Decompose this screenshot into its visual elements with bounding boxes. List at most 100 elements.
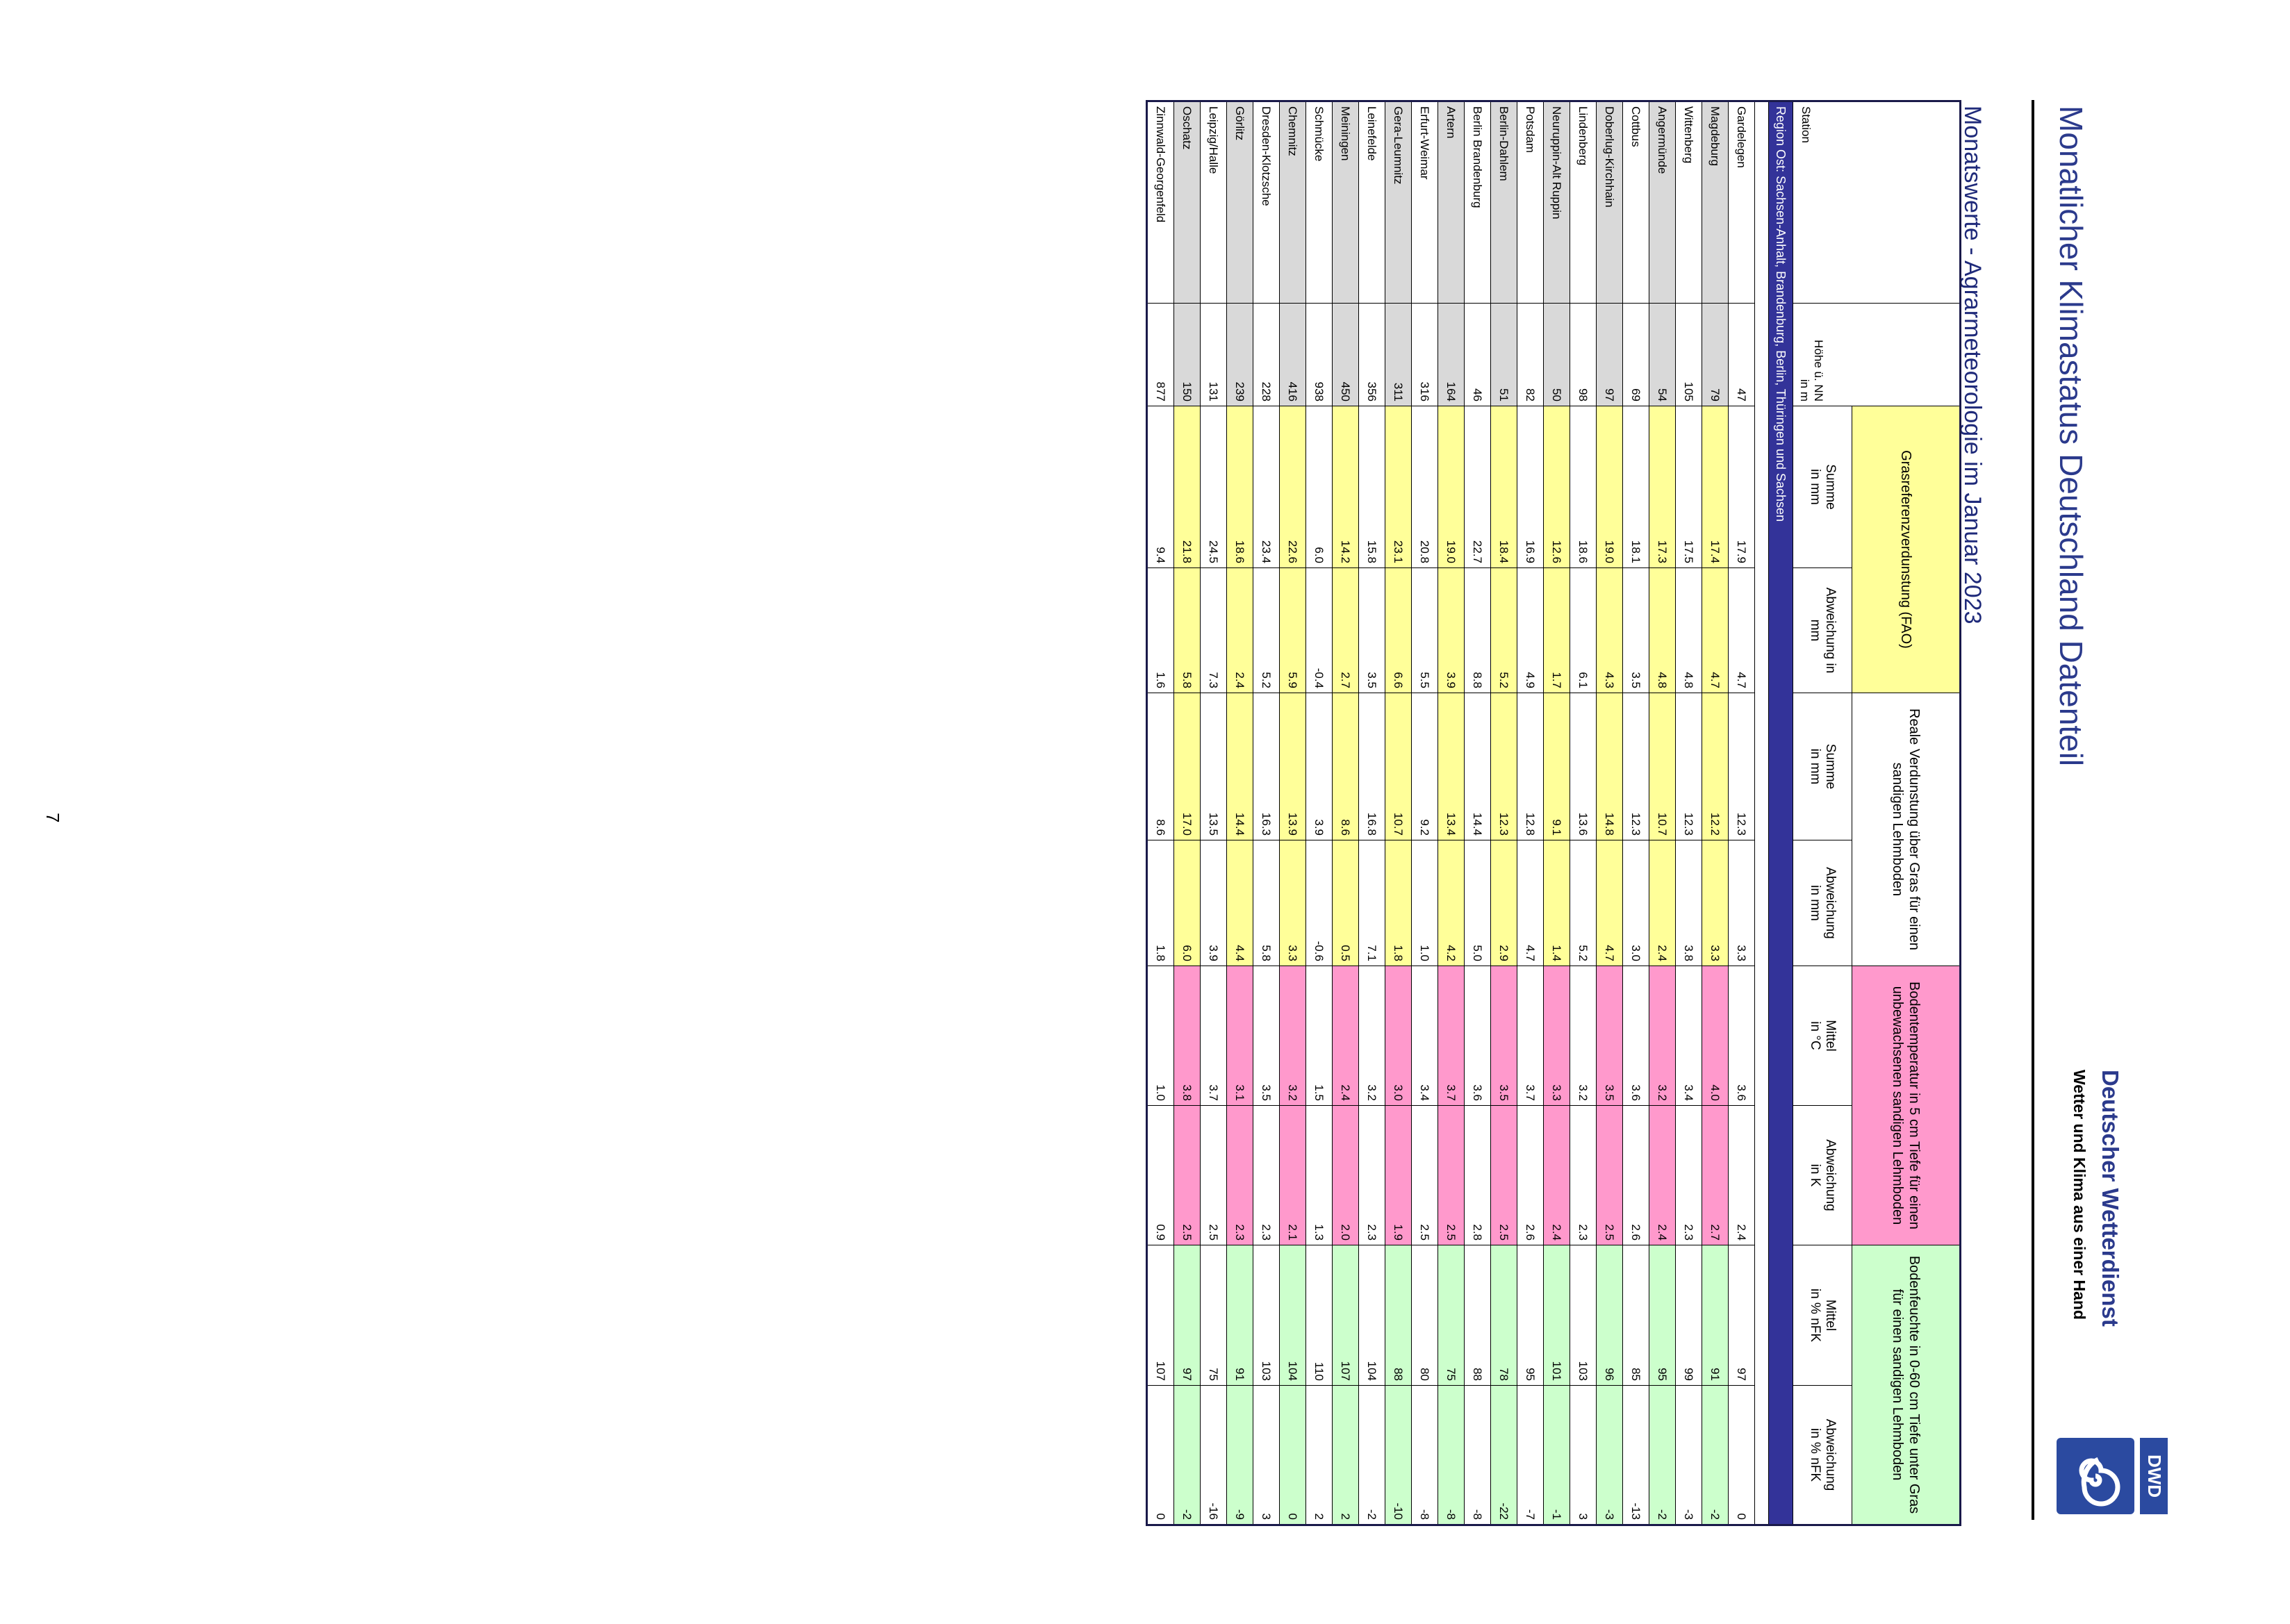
value-cell: 2.5 [1411, 1105, 1438, 1245]
value-cell: 16.8 [1358, 693, 1385, 840]
subheader: Mittel in % nFK [1793, 1245, 1852, 1386]
value-cell: 18.4 [1490, 406, 1517, 568]
subheader: Abweichung in mm [1793, 567, 1852, 693]
value-cell: 16.3 [1253, 693, 1280, 840]
station-name: Angermünde [1649, 101, 1676, 304]
value-cell: 3.8 [1173, 966, 1201, 1106]
value-cell: 75 [1200, 1245, 1227, 1386]
value-cell: 103 [1253, 1245, 1280, 1386]
value-cell: 51 [1490, 303, 1517, 406]
value-cell: 4.8 [1675, 567, 1702, 693]
value-cell: 3.3 [1543, 966, 1570, 1106]
value-cell: -2 [1173, 1385, 1201, 1525]
value-cell: 9.1 [1543, 693, 1570, 840]
value-cell: 3.5 [1622, 567, 1649, 693]
value-cell: 13.5 [1200, 693, 1227, 840]
subheader: Abweichung in mm [1793, 840, 1852, 966]
header-line: Mittel [1823, 1299, 1838, 1332]
station-header: Station [1793, 101, 1961, 304]
header-line: Abweichung [1823, 867, 1838, 939]
station-name: Doberlug-Kirchhain [1596, 101, 1623, 304]
value-cell: 8.6 [1332, 693, 1359, 840]
header-rule [2032, 100, 2034, 1520]
value-cell: 14.4 [1226, 693, 1253, 840]
group-header: Reale Verdunstung über Gras für einen sa… [1852, 693, 1961, 966]
value-cell: 3.5 [1253, 966, 1280, 1106]
value-cell: 2.4 [1649, 840, 1676, 966]
value-cell: -22 [1490, 1385, 1517, 1525]
station-name: Leipzig/Halle [1200, 101, 1227, 304]
value-cell: 88 [1385, 1245, 1412, 1386]
value-cell: 12.3 [1728, 693, 1755, 840]
data-row: Zinnwald-Georgenfeld 877 9.4 1.6 8.6 1.8 1.0 0.… [1146, 101, 1174, 1525]
organization: Deutscher Wetterdienst [2098, 1070, 2123, 1327]
value-cell: 7.3 [1200, 567, 1227, 693]
value-cell: 2.3 [1570, 1105, 1597, 1245]
value-cell: 4.7 [1517, 840, 1544, 966]
value-cell: 8.8 [1464, 567, 1491, 693]
value-cell: 97 [1173, 1245, 1201, 1386]
value-cell: 107 [1146, 1245, 1174, 1386]
value-cell: 2.9 [1490, 840, 1517, 966]
value-cell: 5.8 [1173, 567, 1201, 693]
value-cell: 107 [1332, 1245, 1359, 1386]
header-line: Summe [1823, 743, 1838, 790]
value-cell: 50 [1543, 303, 1570, 406]
data-row: Gardelegen 47 17.9 4.7 12.3 3.3 3.6 2.4 97 0 [1728, 101, 1755, 1525]
value-cell: 3.2 [1570, 966, 1597, 1106]
value-cell: -10 [1385, 1385, 1412, 1525]
data-row: Schmücke 938 6.0 -0.4 3.9 -0.6 1.5 1.3 110 2 [1305, 101, 1333, 1525]
station-name: Zinnwald-Georgenfeld [1146, 101, 1174, 304]
value-cell: -9 [1226, 1385, 1253, 1525]
value-cell: 91 [1702, 1245, 1729, 1386]
value-cell: -16 [1200, 1385, 1227, 1525]
data-row: Dresden-Klotzsche 228 23.4 5.2 16.3 5.8 3.5 2.3… [1253, 101, 1280, 1525]
value-cell: 2.5 [1200, 1105, 1227, 1245]
value-cell: 13.6 [1570, 693, 1597, 840]
station-name: Wittenberg [1675, 101, 1702, 304]
value-cell: 22.7 [1464, 406, 1491, 568]
value-cell: 0 [1279, 1385, 1306, 1525]
value-cell: 2.5 [1490, 1105, 1517, 1245]
value-cell: 105 [1675, 303, 1702, 406]
data-row: Leipzig/Halle 131 24.5 7.3 13.5 3.9 3.7 2.5 75 -1… [1200, 101, 1227, 1525]
value-cell: -2 [1358, 1385, 1385, 1525]
value-cell: 13.9 [1279, 693, 1306, 840]
value-cell: 95 [1649, 1245, 1676, 1386]
station-name: Neuruppin-Alt Ruppin [1543, 101, 1570, 304]
logo: DWD [2057, 1438, 2168, 1514]
header-line: in mm [1808, 469, 1822, 505]
value-cell: 85 [1622, 1245, 1649, 1386]
value-cell: 104 [1279, 1245, 1306, 1386]
value-cell: 1.5 [1305, 966, 1333, 1106]
value-cell: 12.3 [1675, 693, 1702, 840]
value-cell: 1.8 [1385, 840, 1412, 966]
station-name: Cottbus [1622, 101, 1649, 304]
value-cell: 3.7 [1517, 966, 1544, 1106]
data-row: Berlin-Dahlem 51 18.4 5.2 12.3 2.9 3.5 2.5 78 -22 [1490, 101, 1517, 1525]
value-cell: 12.6 [1543, 406, 1570, 568]
data-row: Leinefelde 356 15.8 3.5 16.8 7.1 3.2 2.3 104 -2 [1358, 101, 1385, 1525]
value-cell: 2.5 [1438, 1105, 1465, 1245]
value-cell: 316 [1411, 303, 1438, 406]
header-line: Höhe ü. NN [1812, 340, 1825, 401]
value-cell: 3.9 [1438, 567, 1465, 693]
value-cell: -3 [1675, 1385, 1702, 1525]
value-cell: 22.6 [1279, 406, 1306, 568]
value-cell: 3.6 [1622, 966, 1649, 1106]
value-cell: 20.8 [1411, 406, 1438, 568]
value-cell: 18.6 [1570, 406, 1597, 568]
value-cell: 23.4 [1253, 406, 1280, 568]
value-cell: 3.9 [1200, 840, 1227, 966]
value-cell: 17.9 [1728, 406, 1755, 568]
value-cell: 104 [1358, 1245, 1385, 1386]
value-cell: 4.4 [1226, 840, 1253, 966]
data-row: Görlitz 239 18.6 2.4 14.4 4.4 3.1 2.3 91 -9 [1226, 101, 1253, 1525]
value-cell: 10.7 [1649, 693, 1676, 840]
value-cell: 23.1 [1385, 406, 1412, 568]
value-cell: 3 [1253, 1385, 1280, 1525]
value-cell: 17.5 [1675, 406, 1702, 568]
subheader: Summe in mm [1793, 406, 1852, 568]
value-cell: 1.0 [1411, 840, 1438, 966]
data-row: Gera-Leumnitz 311 23.1 6.6 10.7 1.8 3.0 1.9 88 -1… [1385, 101, 1412, 1525]
